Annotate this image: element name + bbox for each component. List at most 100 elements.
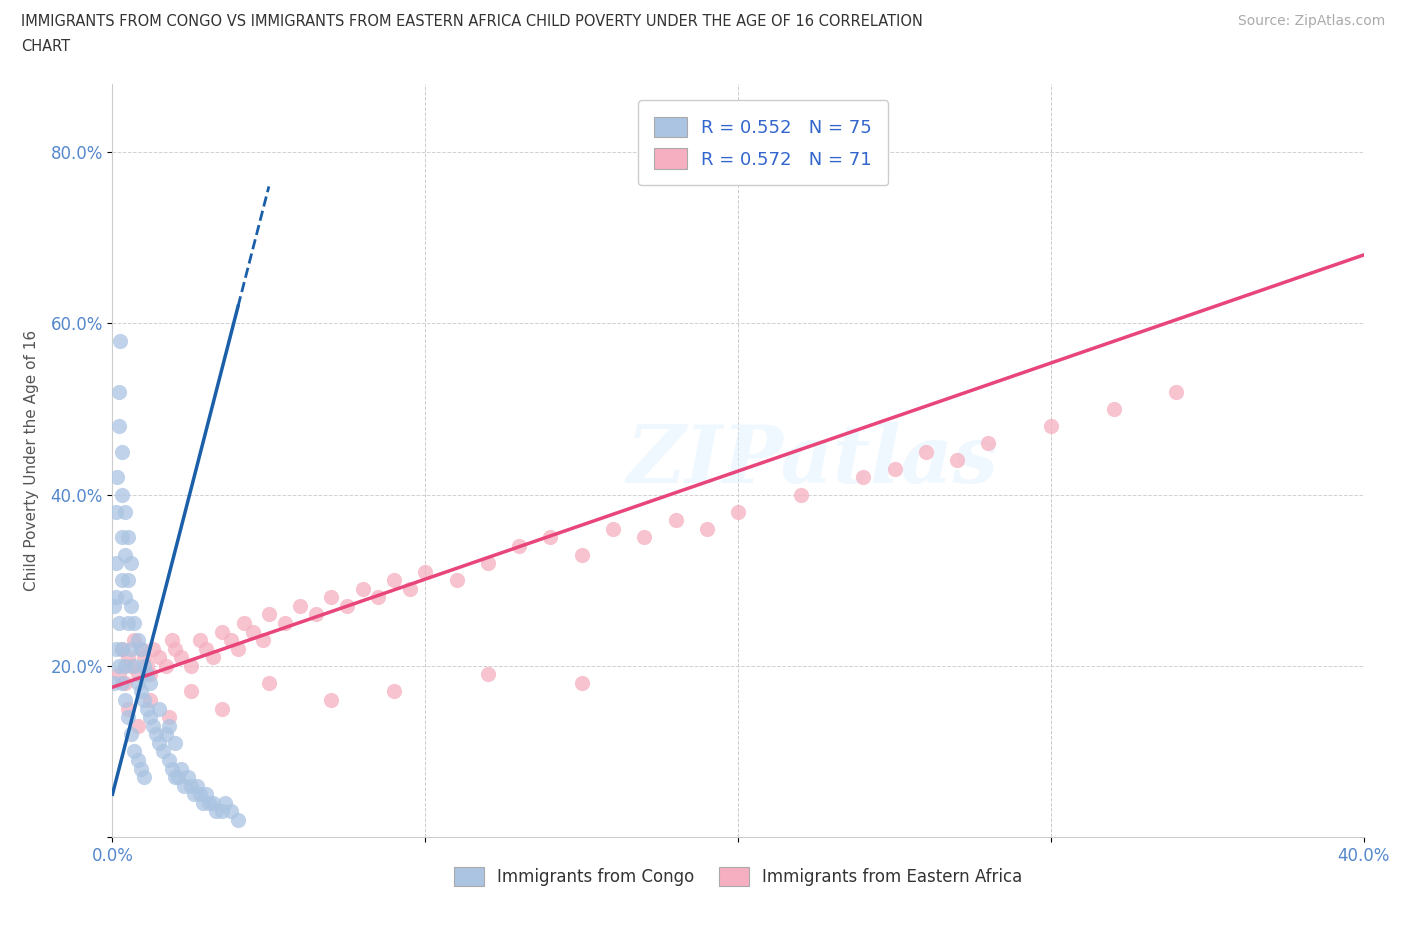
Point (790, 487, 813, 502)
Legend: Immigrants from Congo, Immigrants from Eastern Africa: Immigrants from Congo, Immigrants from E… (447, 860, 1029, 893)
Point (142, 642, 165, 657)
Point (352, 581, 374, 596)
Point (103, 598, 125, 613)
Point (114, 658, 136, 673)
Point (127, 718, 149, 733)
Point (226, 813, 249, 828)
Point (170, 650, 193, 665)
Point (107, 418, 129, 433)
Point (602, 522, 624, 537)
Point (883, 461, 905, 476)
Point (105, 470, 128, 485)
Point (104, 555, 127, 570)
Point (110, 333, 132, 348)
Point (111, 445, 134, 459)
Point (398, 581, 420, 596)
Point (232, 616, 254, 631)
Point (273, 616, 295, 631)
Point (124, 632, 146, 647)
Point (103, 675, 125, 690)
Point (111, 675, 134, 690)
Point (321, 590, 343, 604)
Point (180, 684, 202, 699)
Point (111, 642, 134, 657)
Point (170, 761, 193, 776)
Point (382, 684, 405, 699)
Point (139, 675, 162, 690)
Point (382, 573, 405, 588)
Point (188, 787, 211, 802)
Point (1166, 384, 1188, 399)
Point (104, 504, 127, 519)
Point (117, 710, 139, 724)
Point (148, 650, 170, 665)
Point (139, 693, 162, 708)
Point (139, 710, 162, 724)
Point (211, 804, 233, 818)
Point (176, 770, 198, 785)
Point (107, 667, 129, 682)
Point (111, 642, 134, 657)
Point (114, 693, 136, 708)
Point (163, 770, 186, 785)
Point (127, 675, 149, 690)
Point (132, 770, 155, 785)
Point (221, 632, 243, 647)
Point (173, 778, 195, 793)
Point (129, 642, 152, 657)
Point (111, 530, 134, 545)
Point (852, 470, 875, 485)
Point (157, 752, 180, 767)
Point (114, 590, 136, 604)
Point (114, 675, 136, 690)
Point (155, 658, 177, 673)
Point (157, 718, 180, 733)
Point (211, 701, 233, 716)
Point (367, 590, 389, 604)
Point (120, 727, 142, 742)
Point (183, 787, 205, 802)
Point (160, 761, 183, 776)
Point (135, 658, 157, 673)
Point (160, 632, 183, 647)
Point (193, 795, 215, 810)
Point (336, 598, 359, 613)
Point (148, 736, 170, 751)
Point (120, 555, 142, 570)
Point (127, 667, 149, 682)
Point (129, 642, 152, 657)
Point (211, 624, 233, 639)
Point (117, 616, 139, 631)
Point (226, 642, 249, 657)
Point (186, 778, 208, 793)
Point (446, 573, 468, 588)
Point (290, 598, 312, 613)
Point (221, 804, 243, 818)
Point (124, 616, 146, 631)
Point (1102, 402, 1125, 417)
Point (727, 504, 749, 519)
Point (104, 590, 127, 604)
Point (132, 650, 155, 665)
Point (127, 632, 149, 647)
Point (155, 727, 177, 742)
Point (257, 675, 280, 690)
Point (129, 761, 152, 776)
Point (167, 770, 190, 785)
Point (195, 787, 218, 802)
Point (163, 736, 186, 751)
Point (139, 667, 162, 682)
Text: Source: ZipAtlas.com: Source: ZipAtlas.com (1237, 14, 1385, 28)
Point (107, 616, 129, 631)
Y-axis label: Child Poverty Under the Age of 16: Child Poverty Under the Age of 16 (24, 330, 39, 591)
Point (127, 752, 149, 767)
Point (120, 642, 142, 657)
Point (321, 693, 343, 708)
Point (117, 701, 139, 716)
Point (114, 504, 136, 519)
Point (201, 650, 224, 665)
Point (117, 650, 139, 665)
Point (180, 658, 202, 673)
Point (477, 667, 499, 682)
Point (111, 487, 134, 502)
